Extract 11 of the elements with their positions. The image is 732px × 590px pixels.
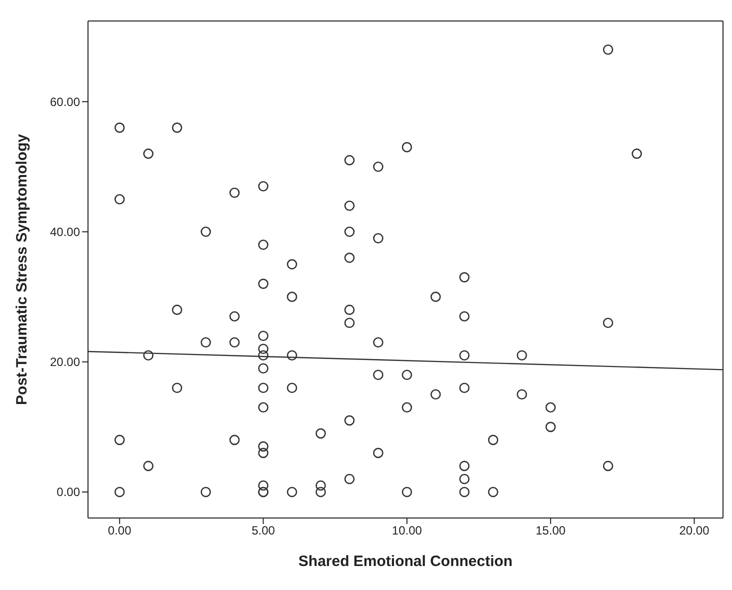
y-tick-label: 0.00 <box>56 485 80 500</box>
x-tick-label: 20.00 <box>679 524 710 538</box>
y-axis-title: Post-Traumatic Stress Symptomology <box>13 133 30 405</box>
x-axis-title: Shared Emotional Connection <box>298 553 513 570</box>
x-tick-label: 0.00 <box>108 524 132 538</box>
y-tick-label: 60.00 <box>50 94 80 109</box>
x-tick-label: 15.00 <box>536 524 566 538</box>
y-tick-label: 20.00 <box>50 355 80 370</box>
y-tick-label: 40.00 <box>50 225 80 240</box>
x-tick-label: 5.00 <box>252 524 276 538</box>
x-tick-label: 10.00 <box>392 524 422 538</box>
